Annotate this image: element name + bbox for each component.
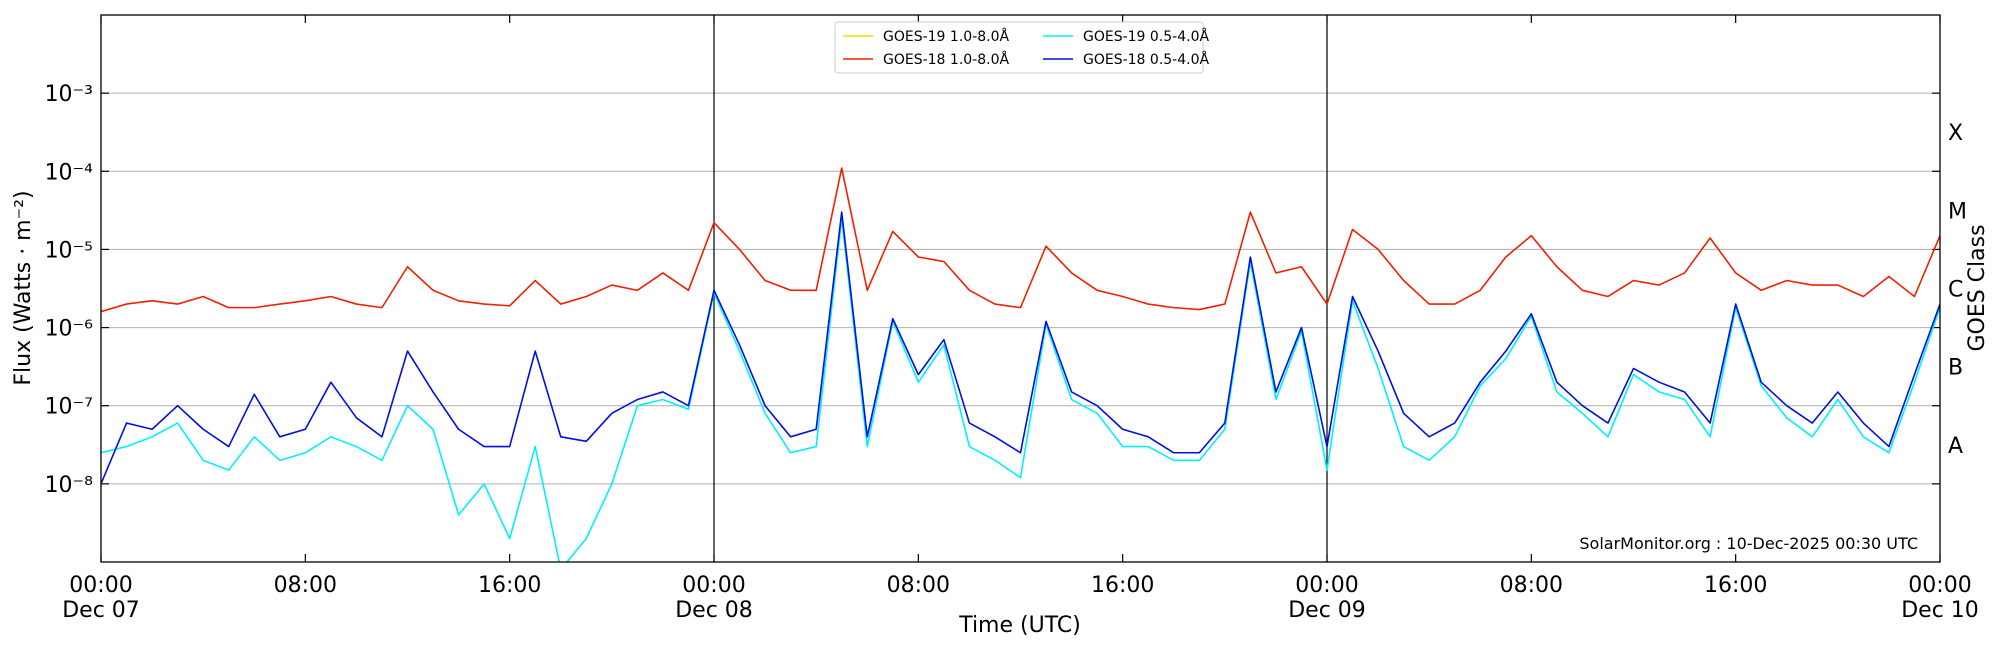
y-tick-label: 10⁻⁴ xyxy=(45,160,94,185)
series-line xyxy=(101,167,1940,313)
y-tick-label: 10⁻⁶ xyxy=(45,317,94,342)
class-tick-label: C xyxy=(1948,278,1963,303)
class-tick-label: B xyxy=(1948,356,1963,381)
x-tick-label: 08:00 xyxy=(274,573,337,598)
legend-label: GOES-19 0.5-4.0Å xyxy=(1083,28,1209,45)
legend-label: GOES-18 0.5-4.0Å xyxy=(1083,51,1209,68)
x-tick-label: 00:00 Dec 09 xyxy=(1288,573,1366,623)
legend-box xyxy=(834,21,1204,74)
y-tick-label: 10⁻⁷ xyxy=(45,395,93,420)
x-tick-label: 08:00 xyxy=(887,573,950,598)
class-tick-label: M xyxy=(1948,199,1967,224)
y2-axis-label: GOES Class xyxy=(1965,224,1990,351)
x-tick-label: 16:00 xyxy=(478,573,541,598)
x-tick-label: 00:00 Dec 07 xyxy=(62,573,140,623)
series-line xyxy=(101,211,1940,485)
y-tick-label: 10⁻⁵ xyxy=(45,238,93,263)
y-tick-label: 10⁻³ xyxy=(45,82,93,107)
legend-label: GOES-18 1.0-8.0Å xyxy=(883,51,1009,68)
class-tick-label: A xyxy=(1948,434,1963,459)
plot-frame xyxy=(100,14,1941,563)
annotation: SolarMonitor.org : 10-Dec-2025 00:30 UTC xyxy=(1579,534,1918,553)
y-axis-label: Flux (Watts · m⁻²) xyxy=(11,190,36,385)
x-tick-label: 00:00 Dec 10 xyxy=(1901,573,1979,623)
x-tick-label: 16:00 xyxy=(1704,573,1767,598)
legend-label: GOES-19 1.0-8.0Å xyxy=(883,28,1009,45)
plot-area xyxy=(101,167,1940,562)
series-line xyxy=(101,217,1940,562)
y-tick-label: 10⁻⁸ xyxy=(45,473,94,498)
class-tick-label: X xyxy=(1948,121,1963,146)
x-tick-label: 00:00 Dec 08 xyxy=(675,573,753,623)
x-tick-label: 08:00 xyxy=(1500,573,1563,598)
x-tick-label: 16:00 xyxy=(1091,573,1154,598)
x-axis-label: Time (UTC) xyxy=(958,613,1081,638)
